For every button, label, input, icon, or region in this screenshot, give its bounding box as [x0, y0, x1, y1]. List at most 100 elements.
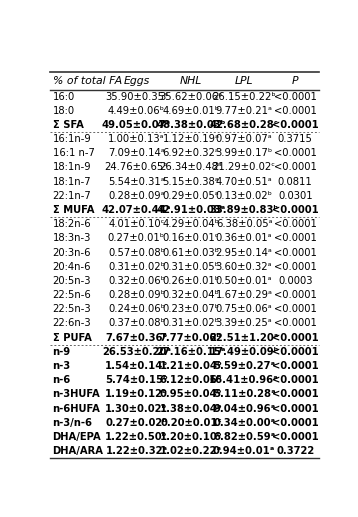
Text: 1.20±0.10ᵇ: 1.20±0.10ᵇ — [160, 432, 222, 442]
Text: 24.76±0.65ᵇ: 24.76±0.65ᵇ — [105, 162, 168, 173]
Text: 3.60±0.32ᵃ: 3.60±0.32ᵃ — [216, 262, 272, 272]
Text: 0.3722: 0.3722 — [276, 446, 314, 456]
Text: 16:0: 16:0 — [53, 92, 75, 102]
Text: <0.0001: <0.0001 — [272, 347, 319, 357]
Text: 6.38±0.05ᵃ: 6.38±0.05ᵃ — [216, 219, 272, 229]
Text: DHA/EPA: DHA/EPA — [53, 432, 101, 442]
Text: 1.22±0.32ᵃ: 1.22±0.32ᵃ — [105, 446, 168, 456]
Text: 0.29±0.05ᵃ: 0.29±0.05ᵃ — [163, 191, 219, 201]
Text: 33.89±0.83ᵇ: 33.89±0.83ᵇ — [209, 205, 279, 215]
Text: 1.22±0.50ᵇ: 1.22±0.50ᵇ — [105, 432, 168, 442]
Text: 6.12±0.06ᵇ: 6.12±0.06ᵇ — [160, 375, 222, 385]
Text: <0.0001: <0.0001 — [272, 432, 319, 442]
Text: 1.19±0.12ᵇ: 1.19±0.12ᵇ — [105, 389, 168, 399]
Text: 22:6n-3: 22:6n-3 — [53, 318, 91, 328]
Text: 0.32±0.06ᵇ: 0.32±0.06ᵇ — [108, 276, 165, 286]
Text: 3.99±0.17ᵇ: 3.99±0.17ᵇ — [216, 148, 273, 158]
Text: 27.16±0.15ᵃ: 27.16±0.15ᵃ — [156, 347, 226, 357]
Text: 0.27±0.02ᵇ: 0.27±0.02ᵇ — [105, 418, 168, 428]
Text: <0.0001: <0.0001 — [272, 375, 319, 385]
Text: 20:4n-6: 20:4n-6 — [53, 262, 91, 272]
Text: 0.61±0.03ᵇ: 0.61±0.03ᵇ — [163, 248, 219, 257]
Text: 9.77±0.21ᵃ: 9.77±0.21ᵃ — [216, 106, 272, 116]
Text: 0.16±0.01ᶜ: 0.16±0.01ᶜ — [163, 233, 219, 244]
Text: n-3: n-3 — [53, 361, 71, 371]
Text: 21.29±0.02ᶜ: 21.29±0.02ᶜ — [213, 162, 276, 173]
Text: <0.0001: <0.0001 — [272, 403, 319, 414]
Text: 6.82±0.59ᵃ: 6.82±0.59ᵃ — [213, 432, 275, 442]
Text: 0.24±0.06ᵇ: 0.24±0.06ᵇ — [108, 305, 165, 314]
Text: 9.04±0.96ᵃ: 9.04±0.96ᵃ — [213, 403, 275, 414]
Text: <0.0001: <0.0001 — [274, 318, 316, 328]
Text: n-6: n-6 — [53, 375, 71, 385]
Text: NHL: NHL — [180, 76, 202, 86]
Text: 17.49±0.09ᵇ: 17.49±0.09ᵇ — [209, 347, 279, 357]
Text: 0.0811: 0.0811 — [278, 177, 313, 187]
Text: 0.13±0.02ᵇ: 0.13±0.02ᵇ — [216, 191, 272, 201]
Text: 42.91±0.03ᵃ: 42.91±0.03ᵃ — [156, 205, 226, 215]
Text: 0.75±0.06ᵃ: 0.75±0.06ᵃ — [216, 305, 272, 314]
Text: 4.70±0.51ᵃ: 4.70±0.51ᵃ — [216, 177, 272, 187]
Text: 1.12±0.19ᵃ: 1.12±0.19ᵃ — [163, 134, 219, 144]
Text: DHA/ARA: DHA/ARA — [53, 446, 103, 456]
Text: <0.0001: <0.0001 — [272, 332, 319, 343]
Text: <0.0001: <0.0001 — [272, 361, 319, 371]
Text: 1.30±0.02ᵇ: 1.30±0.02ᵇ — [105, 403, 168, 414]
Text: 1.38±0.04ᵇ: 1.38±0.04ᵇ — [160, 403, 222, 414]
Text: Σ PUFA: Σ PUFA — [53, 332, 91, 343]
Text: 18:1n-9: 18:1n-9 — [53, 162, 91, 173]
Text: <0.0001: <0.0001 — [274, 248, 316, 257]
Text: 4.69±0.01ᵇ: 4.69±0.01ᵇ — [163, 106, 219, 116]
Text: 3.39±0.25ᵃ: 3.39±0.25ᵃ — [216, 318, 272, 328]
Text: 0.31±0.05ᵇ: 0.31±0.05ᵇ — [163, 262, 219, 272]
Text: 0.26±0.01ᵇ: 0.26±0.01ᵇ — [163, 276, 219, 286]
Text: 1.54±0.14ᵇ: 1.54±0.14ᵇ — [105, 361, 168, 371]
Text: 35.62±0.06ᵃ: 35.62±0.06ᵃ — [159, 92, 222, 102]
Text: 49.05±0.07ᵃ: 49.05±0.07ᵃ — [102, 120, 171, 130]
Text: 7.67±0.36ᵇ: 7.67±0.36ᵇ — [105, 332, 168, 343]
Text: 0.36±0.01ᵃ: 0.36±0.01ᵃ — [216, 233, 272, 244]
Text: 0.94±0.01ᵃ: 0.94±0.01ᵃ — [213, 446, 275, 456]
Text: 20:5n-3: 20:5n-3 — [53, 276, 91, 286]
Text: 0.3715: 0.3715 — [278, 134, 313, 144]
Text: 0.97±0.07ᵃ: 0.97±0.07ᵃ — [216, 134, 272, 144]
Text: 0.28±0.09ᵇ: 0.28±0.09ᵇ — [108, 290, 165, 300]
Text: 22.51±1.20ᵃ: 22.51±1.20ᵃ — [209, 332, 279, 343]
Text: 5.15±0.38ᵃ: 5.15±0.38ᵃ — [163, 177, 219, 187]
Text: 0.27±0.01ᵇ: 0.27±0.01ᵇ — [108, 233, 165, 244]
Text: 4.29±0.04ᵇ: 4.29±0.04ᵇ — [163, 219, 219, 229]
Text: 16:1 n-7: 16:1 n-7 — [53, 148, 95, 158]
Text: 5.59±0.27ᵃ: 5.59±0.27ᵃ — [213, 361, 275, 371]
Text: <0.0001: <0.0001 — [272, 418, 319, 428]
Text: 16.41±0.96ᵃ: 16.41±0.96ᵃ — [209, 375, 279, 385]
Text: n-3HUFA: n-3HUFA — [53, 389, 100, 399]
Text: 0.34±0.00ᵃ: 0.34±0.00ᵃ — [213, 418, 275, 428]
Text: 0.23±0.07ᵇ: 0.23±0.07ᵇ — [163, 305, 219, 314]
Text: 22:5n-3: 22:5n-3 — [53, 305, 91, 314]
Text: 20:3n-6: 20:3n-6 — [53, 248, 91, 257]
Text: <0.0001: <0.0001 — [274, 162, 316, 173]
Text: <0.0001: <0.0001 — [274, 106, 316, 116]
Text: 1.00±0.13ᵃ: 1.00±0.13ᵃ — [108, 134, 165, 144]
Text: 18:0: 18:0 — [53, 106, 75, 116]
Text: 0.0301: 0.0301 — [278, 191, 313, 201]
Text: 7.09±0.14ᵃ: 7.09±0.14ᵃ — [108, 148, 165, 158]
Text: 7.77±0.06ᵇ: 7.77±0.06ᵇ — [160, 332, 222, 343]
Text: 26.15±0.22ᵇ: 26.15±0.22ᵇ — [212, 92, 276, 102]
Text: <0.0001: <0.0001 — [274, 305, 316, 314]
Text: 0.28±0.09ᵃ: 0.28±0.09ᵃ — [108, 191, 165, 201]
Text: 5.11±0.28ᵃ: 5.11±0.28ᵃ — [213, 389, 275, 399]
Text: n-9: n-9 — [53, 347, 71, 357]
Text: 4.49±0.06ᵇ: 4.49±0.06ᵇ — [108, 106, 165, 116]
Text: 42.07±0.44ᵃ: 42.07±0.44ᵃ — [102, 205, 171, 215]
Text: 1.02±0.22ᵃ: 1.02±0.22ᵃ — [160, 446, 222, 456]
Text: 5.74±0.15ᵇ: 5.74±0.15ᵇ — [105, 375, 168, 385]
Text: <0.0001: <0.0001 — [272, 120, 319, 130]
Text: 0.0003: 0.0003 — [278, 276, 313, 286]
Text: 26.53±0.20ᵃ: 26.53±0.20ᵃ — [102, 347, 171, 357]
Text: 2.95±0.14ᵃ: 2.95±0.14ᵃ — [216, 248, 272, 257]
Text: 48.38±0.03ᵇ: 48.38±0.03ᵇ — [156, 120, 226, 130]
Text: <0.0001: <0.0001 — [274, 148, 316, 158]
Text: <0.0001: <0.0001 — [274, 92, 316, 102]
Text: 42.68±0.28ᶜ: 42.68±0.28ᶜ — [210, 120, 279, 130]
